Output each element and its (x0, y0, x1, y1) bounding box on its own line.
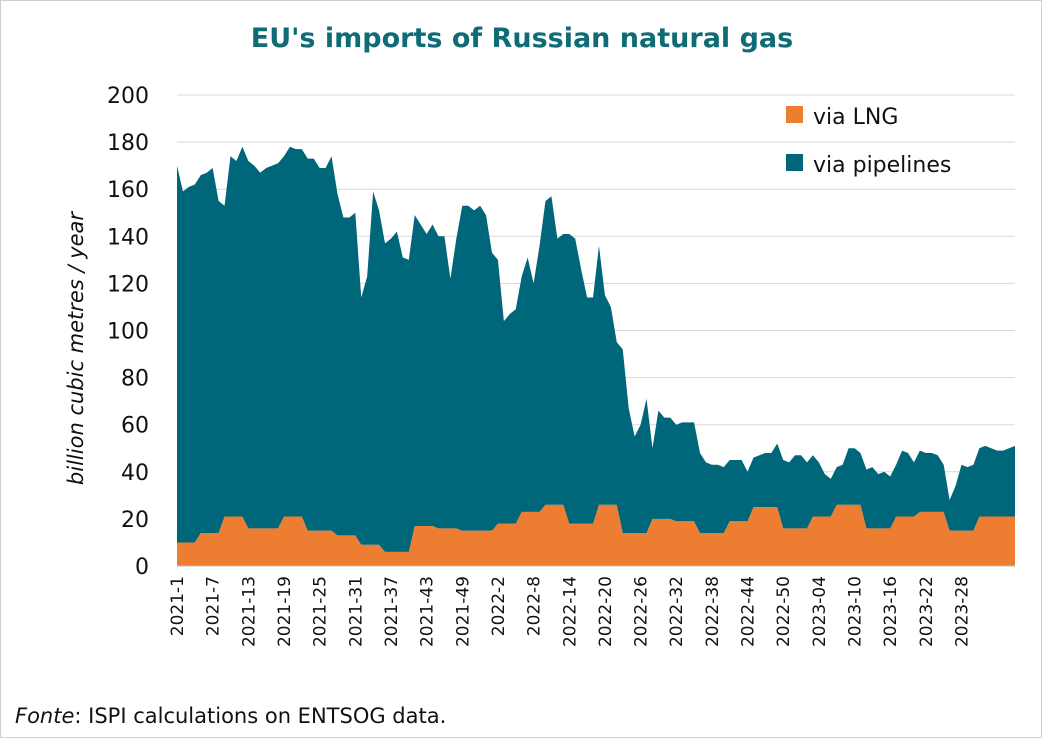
legend-swatch-0 (786, 106, 803, 123)
x-tick-label: 2022-2 (489, 576, 509, 636)
legend-label-1: via pipelines (813, 153, 951, 178)
area-series-1 (177, 146, 1015, 552)
x-tick-label: 2023-28 (953, 576, 973, 647)
y-tick-label: 100 (107, 320, 149, 345)
x-tick-label: 2022-38 (703, 576, 723, 647)
x-tick-label: 2022-20 (596, 576, 616, 647)
y-tick-label: 0 (135, 555, 149, 580)
x-tick-label: 2022-14 (560, 576, 580, 647)
chart-svg: 0 20 40 60 80 100 120 140 160 180 200 2021-1 2021-7 2… (64, 84, 1015, 647)
chart-title: EU's imports of Russian natural gas (250, 23, 794, 54)
x-tick-label: 2021-37 (382, 576, 402, 647)
x-tick-label: 2021-49 (453, 576, 473, 647)
area-series-0 (177, 504, 1015, 566)
x-tick-label: 2021-7 (204, 576, 224, 636)
x-tick-label: 2021-13 (239, 576, 259, 647)
y-tick-label: 140 (107, 225, 149, 250)
source-label: Fonte (15, 704, 75, 728)
y-tick-label: 40 (121, 461, 149, 486)
x-tick-label: 2021-1 (168, 576, 188, 636)
x-tick-label: 2021-31 (346, 576, 366, 647)
x-tick-label: 2021-19 (275, 576, 295, 647)
y-tick-label: 180 (107, 131, 149, 156)
x-tick-label: 2021-43 (418, 576, 438, 647)
x-tick-label: 2023-10 (846, 576, 866, 647)
source-text: : ISPI calculations on ENTSOG data. (74, 704, 447, 728)
y-tick-label: 120 (107, 272, 149, 297)
y-tick-label: 200 (107, 84, 149, 109)
x-tick-label: 2022-44 (739, 576, 759, 647)
source-note: Fonte: ISPI calculations on ENTSOG data. (15, 704, 446, 728)
x-tick-label: 2022-32 (667, 576, 687, 647)
x-tick-label: 2022-50 (774, 576, 794, 647)
x-tick-label: 2023-04 (810, 576, 830, 647)
x-tick-label: 2022-26 (632, 576, 652, 647)
legend-label-0: via LNG (813, 105, 898, 130)
y-axis-label: billion cubic metres / year (64, 211, 88, 485)
y-tick-label: 20 (121, 508, 149, 533)
x-tick-label: 2023-16 (881, 576, 901, 647)
y-tick-label: 160 (107, 178, 149, 203)
legend-swatch-1 (786, 154, 803, 171)
y-tick-label: 60 (121, 414, 149, 439)
y-tick-label: 80 (121, 367, 149, 392)
x-tick-label: 2021-25 (311, 576, 331, 647)
x-tick-label: 2023-22 (917, 576, 937, 647)
x-tick-label: 2022-8 (525, 576, 545, 636)
